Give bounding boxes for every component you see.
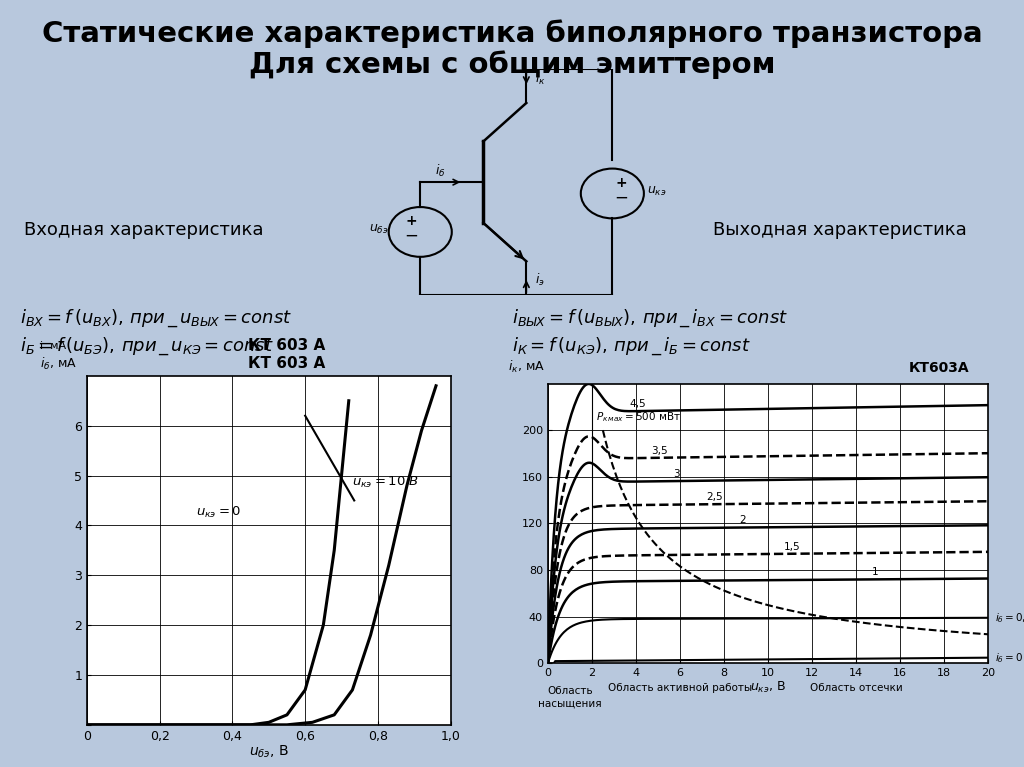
Text: $i_б$, мА: $i_б$, мА: [40, 356, 77, 372]
Text: +: +: [615, 176, 627, 189]
Text: Для схемы с общим эмиттером: Для схемы с общим эмиттером: [249, 50, 775, 78]
Text: $u_{бэ}$: $u_{бэ}$: [369, 223, 388, 236]
Text: Область активной работы: Область активной работы: [608, 683, 752, 693]
Text: 1,5: 1,5: [783, 542, 800, 551]
Text: Входная характеристика: Входная характеристика: [24, 221, 263, 239]
Text: $i_{К} = f\,(u_{КЭ}),\,при\,\_\,i_{Б} = const$: $i_{К} = f\,(u_{КЭ}),\,при\,\_\,i_{Б} = …: [512, 336, 751, 357]
Text: $u_{кэ} = 0$: $u_{кэ} = 0$: [197, 505, 242, 519]
Text: КТ 603 А: КТ 603 А: [249, 338, 326, 353]
Text: $i_{Б} = f\,(u_{БЭ}),\,при\,\_\,u_{КЭ} = const$: $i_{Б} = f\,(u_{БЭ}),\,при\,\_\,u_{КЭ} =…: [20, 336, 274, 357]
Text: −: −: [404, 227, 419, 245]
Text: $u_{кэ} = 10$ В: $u_{кэ} = 10$ В: [352, 475, 420, 489]
Text: Область
насыщения: Область насыщения: [538, 686, 602, 708]
Text: 4,5: 4,5: [630, 399, 646, 409]
Text: $i_к$, мА: $i_к$, мА: [508, 359, 545, 375]
Text: −: −: [614, 189, 628, 206]
Text: $i_{ВХ} = f\,(u_{ВХ}),\,при\,\_\,u_{ВЫХ} = const$: $i_{ВХ} = f\,(u_{ВХ}),\,при\,\_\,u_{ВЫХ}…: [20, 308, 293, 329]
Text: $i_б = 0$: $i_б = 0$: [994, 650, 1023, 664]
Text: Выходная характеристика: Выходная характеристика: [713, 221, 967, 239]
Text: $P_{к\,мах}=500$ мВт: $P_{к\,мах}=500$ мВт: [596, 410, 681, 424]
Text: $i_{к}$: $i_{к}$: [535, 71, 546, 87]
Text: +: +: [406, 214, 418, 228]
Text: 2,5: 2,5: [707, 492, 723, 502]
Text: 3,5: 3,5: [651, 446, 668, 456]
Text: i  мА: i мА: [40, 341, 66, 351]
Text: Статические характеристика биполярного транзистора: Статические характеристика биполярного т…: [42, 19, 982, 48]
Text: $i_{э}$: $i_{э}$: [535, 272, 545, 288]
Text: $i_{ВЫХ} = f\,(u_{ВЫХ}),\,при\,\_\,i_{ВХ} = const$: $i_{ВЫХ} = f\,(u_{ВЫХ}),\,при\,\_\,i_{ВХ…: [512, 308, 788, 329]
Text: Область отсечки: Область отсечки: [810, 683, 902, 693]
Text: 1: 1: [871, 567, 879, 577]
Text: $i_б = 0,5$ мА: $i_б = 0,5$ мА: [994, 611, 1024, 624]
Text: 2: 2: [739, 515, 746, 525]
X-axis label: $u_{кэ}$, В: $u_{кэ}$, В: [750, 680, 786, 695]
Text: $u_{кэ}$: $u_{кэ}$: [647, 185, 667, 198]
Text: КТ 603 А: КТ 603 А: [249, 356, 326, 370]
Text: 3: 3: [674, 469, 680, 479]
Text: КТ603А: КТ603А: [909, 361, 970, 375]
X-axis label: $u_{бэ}$, В: $u_{бэ}$, В: [249, 744, 289, 760]
Text: $i_{б}$: $i_{б}$: [434, 163, 445, 179]
